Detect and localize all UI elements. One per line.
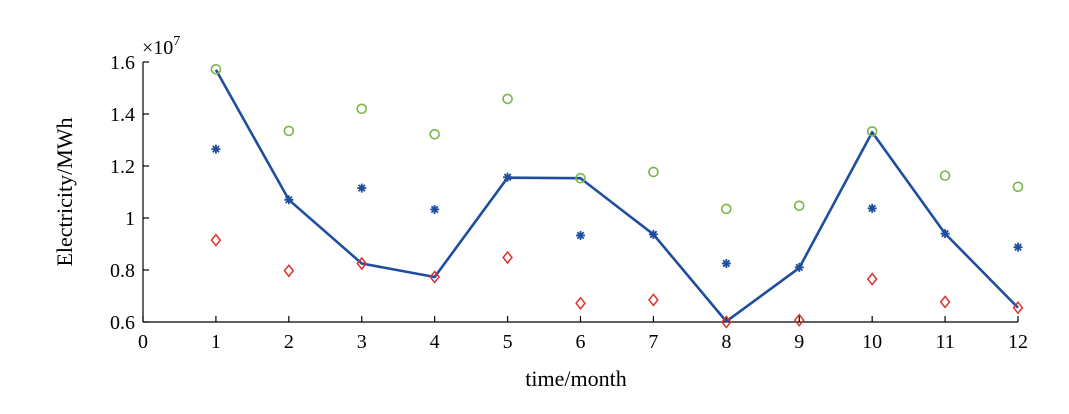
diamond-marker bbox=[210, 233, 222, 247]
x-tick-label: 5 bbox=[503, 331, 513, 353]
series-line bbox=[214, 69, 1019, 323]
y-tick-label: 1.4 bbox=[110, 104, 135, 126]
asterisk-stroke bbox=[576, 231, 585, 240]
asterisk-stroke bbox=[212, 145, 220, 153]
x-tick-label: 6 bbox=[576, 331, 586, 353]
asterisk-marker bbox=[430, 204, 440, 214]
asterisk-stroke bbox=[1014, 243, 1022, 251]
diamond-marker bbox=[648, 293, 659, 307]
asterisk-marker bbox=[1013, 242, 1023, 252]
diamond-marker bbox=[793, 313, 805, 327]
x-tick-label: 12 bbox=[1008, 331, 1028, 353]
x-axis-title: time/month bbox=[525, 366, 626, 391]
asterisk-stroke bbox=[285, 195, 293, 204]
diamond-marker bbox=[1012, 300, 1024, 315]
diamond-marker bbox=[720, 315, 732, 329]
x-tick-label: 11 bbox=[935, 331, 954, 353]
circle-marker bbox=[283, 125, 295, 137]
asterisk-marker bbox=[503, 172, 513, 182]
asterisk-stroke bbox=[357, 184, 366, 192]
circle-marker bbox=[793, 200, 805, 212]
asterisk-marker bbox=[940, 229, 950, 239]
y-tick-label: 0.6 bbox=[110, 312, 135, 334]
x-tick-label: 0 bbox=[138, 331, 148, 353]
y-tick-label: 1.2 bbox=[110, 156, 135, 178]
diamond-marker bbox=[939, 295, 951, 309]
circle-marker bbox=[939, 170, 951, 181]
x-tick-label: 4 bbox=[430, 331, 440, 353]
diamond-marker bbox=[356, 256, 368, 271]
circle-marker bbox=[1012, 181, 1024, 193]
asterisk-stroke bbox=[868, 204, 876, 213]
asterisk-marker bbox=[211, 144, 221, 154]
circle-marker bbox=[648, 166, 659, 178]
circle-marker bbox=[210, 63, 222, 75]
asterisk-marker bbox=[648, 229, 658, 239]
x-tick-label: 7 bbox=[648, 331, 658, 353]
circle-marker bbox=[502, 93, 513, 105]
asterisk-marker bbox=[721, 259, 731, 268]
asterisk-marker bbox=[794, 262, 804, 272]
diamond-marker bbox=[575, 296, 586, 310]
diamond-marker bbox=[866, 272, 878, 286]
x-tick-label: 8 bbox=[721, 331, 731, 353]
y-tick-label: 1 bbox=[125, 208, 135, 230]
asterisk-stroke bbox=[941, 229, 949, 238]
y-tick-label: 0.8 bbox=[110, 260, 135, 282]
asterisk-stroke bbox=[722, 259, 731, 268]
asterisk-stroke bbox=[503, 173, 512, 181]
y-multiplier: ×107 bbox=[142, 34, 180, 59]
circle-marker bbox=[866, 126, 878, 137]
asterisk-marker bbox=[867, 203, 877, 213]
y-ticks: 0.6 0.8 1 1.2 1.4 1.6 bbox=[110, 52, 149, 334]
asterisk-marker bbox=[576, 230, 585, 240]
asterisk-stroke bbox=[430, 205, 439, 214]
y-axis-title: Electricity/MWh bbox=[52, 117, 77, 266]
asterisk-marker bbox=[284, 195, 294, 205]
circle-marker bbox=[575, 172, 586, 184]
x-tick-label: 3 bbox=[357, 331, 367, 353]
axes bbox=[142, 62, 1018, 323]
diamond-marker bbox=[502, 250, 513, 265]
asterisk-stroke bbox=[795, 263, 804, 272]
asterisk-marker bbox=[357, 183, 367, 193]
y-tick-label: 1.6 bbox=[110, 52, 135, 74]
x-tick-label: 2 bbox=[284, 331, 294, 353]
x-tick-label: 1 bbox=[211, 331, 221, 353]
series-layer bbox=[210, 63, 1024, 329]
diamond-marker bbox=[283, 264, 295, 278]
circle-marker bbox=[721, 203, 732, 215]
circle-marker bbox=[356, 103, 368, 115]
x-ticks: 0 1 2 3 4 5 6 7 8 9 10 11 12 bbox=[138, 316, 1028, 353]
x-tick-label: 10 bbox=[862, 331, 882, 353]
asterisk-stroke bbox=[649, 230, 658, 239]
circle-marker bbox=[429, 128, 440, 140]
x-tick-label: 9 bbox=[794, 331, 804, 353]
diamond-marker bbox=[429, 270, 441, 284]
